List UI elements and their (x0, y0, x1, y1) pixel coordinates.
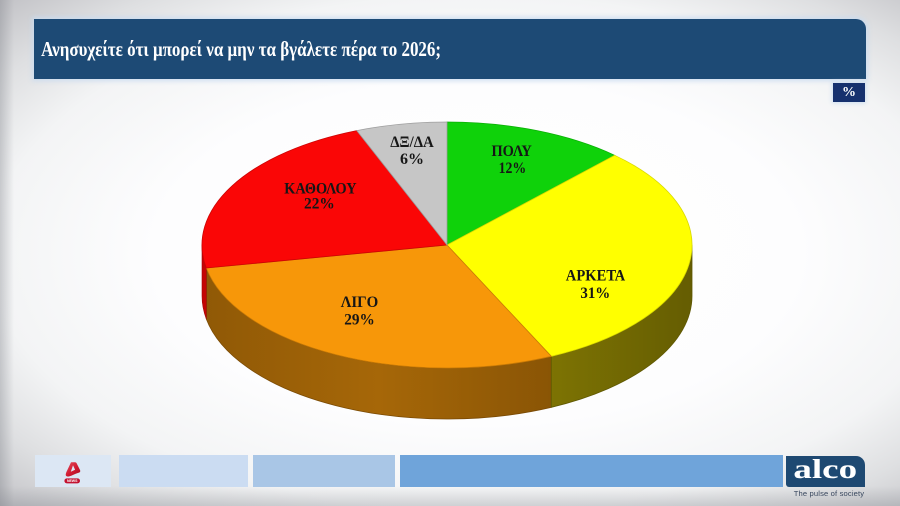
svg-text:NEWS: NEWS (67, 479, 78, 483)
svg-text:ΔΞ/ΔΑ: ΔΞ/ΔΑ (390, 134, 434, 151)
svg-text:31%: 31% (580, 285, 610, 302)
svg-text:6%: 6% (400, 151, 424, 168)
svg-text:ΚΑΘΟΛΟΥ: ΚΑΘΟΛΟΥ (284, 180, 357, 197)
svg-text:ΑΡΚΕΤΑ: ΑΡΚΕΤΑ (566, 268, 626, 285)
svg-text:22%: 22% (304, 196, 335, 213)
svg-text:12%: 12% (499, 160, 527, 177)
svg-text:29%: 29% (344, 311, 375, 328)
svg-text:ΛΙΓΟ: ΛΙΓΟ (341, 294, 379, 311)
svg-text:ΠΟΛΥ: ΠΟΛΥ (491, 143, 532, 160)
